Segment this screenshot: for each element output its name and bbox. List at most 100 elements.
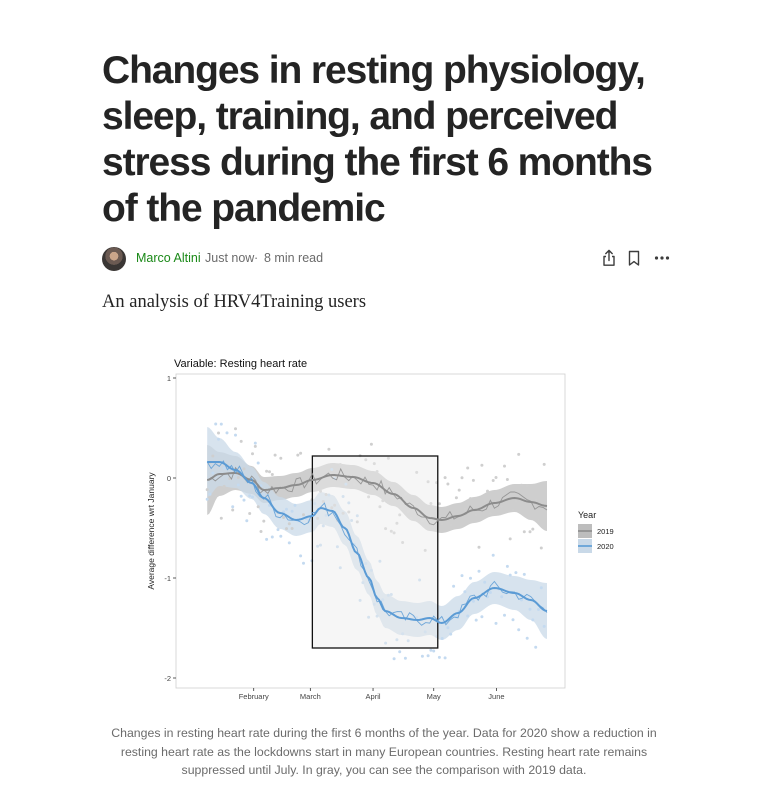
point-2020	[474, 618, 478, 622]
point-2019	[287, 522, 291, 526]
point-2020	[231, 505, 235, 509]
point-2019	[251, 452, 254, 456]
point-2019	[214, 494, 218, 498]
point-2019	[242, 467, 246, 471]
point-2020	[205, 497, 209, 501]
point-2019	[381, 499, 385, 503]
resting-hr-chart: Variable: Resting heart rate 1 0 -1 -2 Febru…	[146, 358, 614, 701]
point-2019	[256, 505, 260, 509]
point-2019	[352, 483, 356, 487]
point-2019	[446, 482, 450, 486]
more-button[interactable]	[652, 248, 672, 268]
point-2020	[245, 519, 249, 523]
article-subtitle: An analysis of HRV4Training users	[102, 292, 367, 312]
point-2019	[494, 476, 498, 479]
point-2020	[369, 568, 373, 572]
point-2020	[537, 608, 540, 611]
point-2020	[299, 554, 303, 558]
point-2020	[302, 561, 305, 565]
point-2020	[503, 613, 506, 617]
point-2020	[508, 573, 512, 577]
point-2020	[293, 503, 297, 507]
point-2020	[327, 493, 331, 497]
point-2020	[491, 553, 495, 557]
point-2019	[367, 495, 371, 499]
point-2020	[406, 639, 410, 643]
point-2020	[511, 618, 515, 622]
x-tick-label: March	[300, 692, 321, 701]
point-2019	[528, 530, 532, 534]
point-2020	[531, 618, 535, 622]
smooth-line-2020	[207, 461, 548, 625]
point-2020	[423, 630, 427, 634]
point-2019	[211, 454, 215, 458]
legend-label-2020: 2020	[597, 542, 614, 551]
point-2020	[520, 598, 523, 602]
point-2020	[350, 519, 354, 522]
point-2020	[534, 645, 538, 649]
point-2019	[423, 548, 427, 552]
point-2019	[398, 513, 402, 517]
point-2020	[225, 431, 229, 435]
point-2019	[525, 484, 529, 488]
point-2019	[508, 537, 512, 541]
point-2020	[279, 534, 283, 538]
y-tick-label: 0	[167, 474, 171, 483]
point-2019	[457, 488, 461, 492]
point-2020	[446, 626, 450, 630]
point-2020	[234, 433, 237, 437]
point-2019	[520, 483, 523, 487]
point-2019	[375, 470, 379, 473]
point-2020	[251, 495, 254, 499]
point-2020	[319, 543, 322, 547]
point-2020	[505, 564, 509, 568]
point-2020	[466, 614, 470, 618]
point-2020	[253, 441, 257, 445]
point-2019	[217, 431, 220, 435]
avatar[interactable]	[102, 247, 126, 271]
point-2019	[531, 527, 535, 531]
point-2019	[537, 519, 540, 522]
point-2020	[217, 437, 220, 441]
chart-figure: Variable: Resting heart rate 1 0 -1 -2 Febru…	[140, 348, 630, 716]
point-2019	[205, 488, 209, 492]
publish-time: Just now	[205, 251, 255, 265]
share-button[interactable]	[599, 248, 619, 268]
point-2020	[214, 422, 218, 426]
plot-panel	[175, 373, 566, 689]
point-2019	[330, 506, 334, 510]
point-2020	[452, 584, 456, 588]
bookmark-button[interactable]	[624, 248, 644, 268]
point-2019	[511, 508, 515, 512]
point-2020	[514, 571, 518, 575]
point-2020	[522, 572, 526, 576]
point-2019	[505, 478, 509, 481]
point-2019	[477, 545, 481, 549]
point-2019	[231, 508, 235, 512]
point-2019	[222, 484, 226, 488]
point-2020	[248, 494, 252, 498]
point-2020	[494, 621, 498, 625]
more-icon	[654, 256, 670, 260]
y-tick-label: -1	[164, 574, 171, 583]
point-2019	[338, 463, 342, 466]
author-name[interactable]: Marco Altini	[136, 251, 201, 265]
point-2020	[378, 559, 382, 563]
point-2020	[403, 656, 407, 660]
point-2019	[253, 444, 257, 448]
point-2020	[395, 638, 399, 642]
article-title: Changes in resting physiology, sleep, tr…	[102, 49, 653, 230]
point-2020	[528, 607, 532, 611]
point-2019	[534, 498, 538, 502]
point-2019	[321, 500, 325, 503]
legend-title: Year	[578, 510, 596, 520]
point-2019	[392, 531, 396, 535]
point-2020	[364, 562, 368, 565]
point-2020	[517, 628, 521, 632]
point-2020	[367, 615, 371, 619]
daily-line-2020	[206, 460, 548, 626]
point-2020	[525, 636, 529, 640]
point-2020	[290, 509, 294, 513]
point-2019	[333, 503, 337, 507]
point-2020	[239, 494, 243, 498]
